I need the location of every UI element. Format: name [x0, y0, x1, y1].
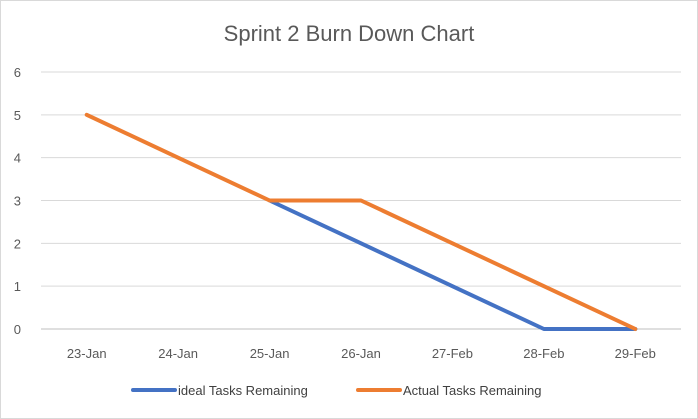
y-tick-label: 4	[14, 151, 21, 166]
legend-label: Actual Tasks Remaining	[403, 383, 542, 398]
y-tick-label: 5	[14, 108, 21, 123]
y-axis-tick-labels: 0 1 2 3 4 5 6	[14, 65, 21, 337]
y-tick-label: 6	[14, 65, 21, 80]
series-line-ideal	[267, 198, 638, 331]
series-lines	[84, 112, 638, 331]
legend: ideal Tasks Remaining Actual Tasks Remain…	[131, 383, 542, 398]
y-tick-label: 1	[14, 279, 21, 294]
y-tick-label: 0	[14, 322, 21, 337]
y-tick-label: 3	[14, 194, 21, 209]
x-tick-label: 25-Jan	[250, 346, 290, 361]
chart-title: Sprint 2 Burn Down Chart	[224, 21, 475, 46]
x-tick-label: 29-Feb	[615, 346, 656, 361]
series-line-actual	[84, 112, 638, 331]
legend-label: ideal Tasks Remaining	[178, 383, 308, 398]
x-tick-label: 23-Jan	[67, 346, 107, 361]
x-tick-label: 27-Feb	[432, 346, 473, 361]
x-tick-label: 26-Jan	[341, 346, 381, 361]
y-tick-label: 2	[14, 236, 21, 251]
x-tick-label: 24-Jan	[158, 346, 198, 361]
x-axis-tick-labels: 23-Jan 24-Jan 25-Jan 26-Jan 27-Feb 28-Feb 29-F…	[67, 346, 656, 361]
x-tick-label: 28-Feb	[523, 346, 564, 361]
